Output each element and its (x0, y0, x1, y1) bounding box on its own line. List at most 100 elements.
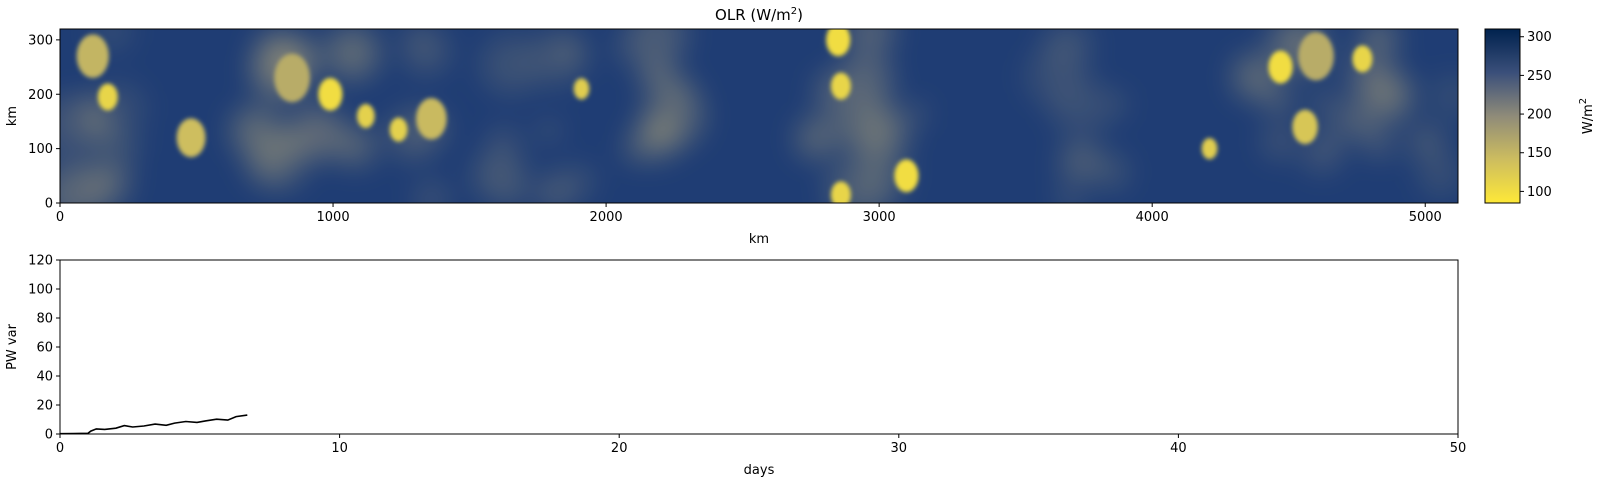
olr-haze-blob (1322, 124, 1346, 149)
olr-haze-blob (1266, 88, 1293, 115)
olr-haze-blob (538, 120, 560, 142)
olr-haze-blob (1360, 29, 1398, 57)
olr-haze-blob (1364, 127, 1396, 159)
olr-convective-core (830, 72, 851, 100)
y-tick-label: 100 (28, 283, 53, 298)
olr-colorbar: 100 150 200 250 300 W/m2 (1484, 28, 1596, 204)
olr-convective-cores (76, 29, 1373, 203)
colorbar-tick-label: 150 (1527, 146, 1552, 161)
olr-convective-core (826, 29, 851, 57)
olr-convective-core (573, 78, 590, 100)
colorbar-tick-label: 250 (1527, 69, 1552, 84)
olr-haze-blob (837, 53, 893, 109)
x-tick-label: 30 (891, 441, 908, 456)
olr-convective-core (1292, 109, 1318, 145)
olr-convective-core (894, 159, 919, 193)
colorbar-tick-label: 300 (1527, 30, 1552, 45)
olr-convective-core (416, 98, 447, 140)
pw-x-axis-label: days (744, 463, 775, 478)
olr-convective-core (97, 83, 118, 111)
x-tick-label: 10 (331, 441, 348, 456)
olr-x-axis-label: km (749, 232, 769, 247)
pw-plot-frame (59, 259, 1459, 435)
olr-haze-blob (60, 94, 100, 157)
y-tick-label: 0 (45, 197, 53, 212)
colorbar-ticks: 100 150 200 250 300 (1520, 30, 1552, 200)
olr-convective-core (1352, 45, 1373, 73)
olr-y-axis-label: km (5, 106, 20, 126)
olr-haze-blob (112, 132, 140, 159)
x-tick-label: 4000 (1136, 210, 1169, 225)
olr-convective-core (318, 77, 343, 111)
x-tick-label: 2000 (590, 210, 623, 225)
y-tick-label: 60 (36, 341, 53, 356)
olr-convective-core (830, 181, 851, 203)
x-tick-label: 50 (1450, 441, 1467, 456)
y-tick-label: 120 (28, 254, 53, 269)
y-tick-label: 100 (28, 142, 53, 157)
olr-haze-blob (503, 184, 528, 203)
y-tick-label: 80 (36, 312, 53, 327)
olr-haze-blob (1409, 124, 1445, 160)
olr-haze-blob (627, 29, 687, 65)
olr-haze-blob (1057, 145, 1095, 183)
pw-y-axis-label: PW var (5, 323, 20, 369)
olr-haze-blob (1262, 124, 1297, 159)
colorbar-gradient (1484, 28, 1521, 204)
x-tick-label: 5000 (1409, 210, 1442, 225)
olr-haze-blob (1419, 155, 1458, 197)
olr-convective-core (1201, 137, 1218, 160)
olr-haze-blob (290, 106, 344, 160)
olr-haze-blob (325, 29, 379, 80)
olr-convective-core (389, 117, 408, 142)
olr-convective-core (356, 103, 375, 129)
y-tick-label: 200 (28, 88, 53, 103)
olr-haze-blob (414, 181, 449, 203)
x-tick-label: 40 (1170, 441, 1187, 456)
olr-map-title: OLR (W/m2) (715, 6, 803, 24)
pw-var-panel: 0 10 20 30 40 50 0 20 40 60 80 100 120 days PW var (5, 254, 1466, 479)
olr-haze-blob (644, 86, 704, 147)
olr-haze-blob (403, 29, 450, 75)
olr-haze-blob (846, 29, 895, 55)
x-tick-label: 0 (56, 441, 64, 456)
olr-haze-blob (1093, 154, 1129, 190)
olr-haze-blob (60, 163, 104, 203)
pw-x-axis: 0 10 20 30 40 50 (56, 434, 1466, 456)
olr-convective-core (76, 34, 109, 79)
olr-convective-core (1268, 50, 1293, 84)
olr-haze-blob (1104, 92, 1129, 116)
olr-convective-core (176, 118, 206, 158)
olr-haze-blob (1430, 74, 1458, 118)
y-tick-label: 40 (36, 370, 53, 385)
colorbar-label: W/m2 (1578, 98, 1596, 134)
x-tick-label: 1000 (317, 210, 350, 225)
olr-haze-blob (796, 118, 837, 160)
olr-haze-blob (480, 35, 541, 95)
olr-haze-blob (1233, 54, 1280, 100)
olr-convective-core (1298, 32, 1334, 81)
pw-var-series-line (59, 414, 248, 435)
pw-y-axis: 0 20 40 60 80 100 120 (28, 254, 60, 443)
x-tick-label: 3000 (863, 210, 896, 225)
colorbar-tick-label: 200 (1527, 108, 1552, 123)
olr-map-panel: OLR (W/m2) 0 1000 2000 3000 4000 5000 0 100 200… (5, 6, 1459, 247)
olr-haze-blob (1312, 91, 1338, 118)
y-tick-label: 0 (45, 428, 53, 443)
olr-haze-blob (1024, 47, 1083, 105)
olr-convective-core (274, 53, 310, 103)
olr-haze-blob (335, 126, 376, 167)
olr-haze-blob (836, 96, 896, 156)
olr-map-frame (59, 28, 1459, 204)
olr-haze-blob (253, 135, 307, 189)
olr-haze-blob (488, 126, 519, 157)
olr-haze-blob (815, 94, 850, 129)
colorbar-tick-label: 100 (1527, 185, 1552, 200)
olr-haze-blob (857, 151, 908, 202)
olr-haze-blob (904, 102, 927, 125)
olr-x-axis: 0 1000 2000 3000 4000 5000 (56, 203, 1442, 225)
x-tick-label: 0 (56, 210, 64, 225)
x-tick-label: 20 (611, 441, 628, 456)
y-tick-label: 20 (36, 399, 53, 414)
